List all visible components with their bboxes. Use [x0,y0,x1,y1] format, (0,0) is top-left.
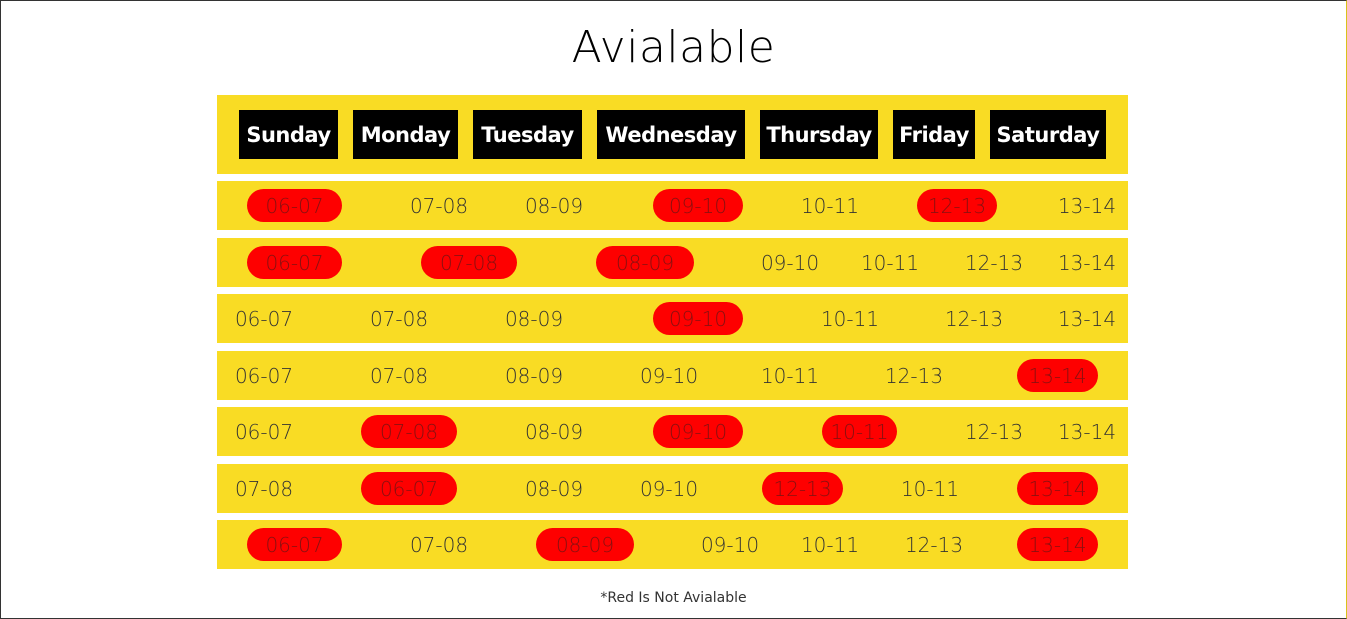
time-slot-available: 08-09 [524,476,584,501]
time-slot-unavailable: 06-07 [247,528,342,561]
time-slot-available: 10-11 [900,476,960,501]
time-slot-available: 13-14 [1057,193,1117,218]
day-header-tuesday: Tuesday [473,110,582,159]
time-slot-available: 10-11 [800,193,860,218]
time-slot-unavailable: 06-07 [247,189,342,222]
time-slot-available: 12-13 [944,306,1004,331]
time-slot-unavailable: 09-10 [653,302,743,335]
time-slot-available: 13-14 [1057,250,1117,275]
time-slot-available: 08-09 [504,363,564,388]
slot-row: 06-07 07-08 08-09 09-10 10-11 12-13 13-14 [217,407,1128,456]
time-slot-available: 13-14 [1057,419,1117,444]
time-slot-unavailable: 09-10 [653,415,743,448]
time-slot-available: 09-10 [760,250,820,275]
time-slot-available: 08-09 [504,306,564,331]
time-slot-unavailable: 13-14 [1017,528,1098,561]
day-header-sunday: Sunday [239,110,338,159]
time-slot-unavailable: 13-14 [1017,472,1098,505]
slot-row: 06-07 07-08 08-09 09-10 10-11 12-13 13-14 [217,238,1128,287]
time-slot-available: 08-09 [524,193,584,218]
time-slot-unavailable: 06-07 [361,472,457,505]
time-slot-available: 12-13 [964,419,1024,444]
time-slot-available: 06-07 [234,419,294,444]
day-header-wednesday: Wednesday [597,110,745,159]
time-slot-available: 10-11 [760,363,820,388]
days-header-row: Sunday Monday Tuesday Wednesday Thursday… [217,95,1128,174]
time-slot-available: 13-14 [1057,306,1117,331]
slot-row: 06-07 07-08 08-09 09-10 10-11 12-13 13-14 [217,520,1128,569]
time-slot-available: 07-08 [409,532,469,557]
time-slot-available: 07-08 [234,476,294,501]
time-slot-unavailable: 08-09 [536,528,634,561]
slot-row: 06-07 07-08 08-09 09-10 10-11 12-13 13-14 [217,351,1128,400]
day-header-monday: Monday [353,110,458,159]
time-slot-available: 10-11 [800,532,860,557]
day-header-saturday: Saturday [990,110,1106,159]
time-slot-available: 07-08 [369,363,429,388]
time-slot-unavailable: 13-14 [1017,359,1098,392]
time-slot-available: 06-07 [234,363,294,388]
time-slot-available: 09-10 [639,476,699,501]
time-slot-available: 09-10 [639,363,699,388]
time-slot-unavailable: 12-13 [762,472,843,505]
time-slot-available: 12-13 [884,363,944,388]
time-slot-available: 06-07 [234,306,294,331]
time-slot-unavailable: 06-07 [247,246,342,279]
time-slot-unavailable: 08-09 [596,246,694,279]
time-slot-available: 07-08 [369,306,429,331]
availability-table: Sunday Monday Tuesday Wednesday Thursday… [217,95,1128,569]
slot-row: 07-08 06-07 08-09 09-10 12-13 10-11 13-14 [217,464,1128,513]
page-title: Avialable [571,22,776,73]
time-slot-unavailable: 07-08 [421,246,517,279]
time-slot-available: 10-11 [860,250,920,275]
slot-row: 06-07 07-08 08-09 09-10 10-11 12-13 13-14 [217,294,1128,343]
time-slot-available: 12-13 [964,250,1024,275]
time-slot-available: 07-08 [409,193,469,218]
time-slot-available: 08-09 [524,419,584,444]
slot-row: 06-07 07-08 08-09 09-10 10-11 12-13 13-14 [217,181,1128,230]
time-slot-unavailable: 12-13 [917,189,997,222]
time-slot-available: 09-10 [700,532,760,557]
day-header-friday: Friday [893,110,975,159]
time-slot-available: 10-11 [820,306,880,331]
time-slot-unavailable: 07-08 [361,415,457,448]
time-slot-unavailable: 10-11 [822,415,897,448]
footnote: *Red Is Not Avialable [600,590,747,606]
time-slot-unavailable: 09-10 [653,189,743,222]
time-slot-available: 12-13 [904,532,964,557]
day-header-thursday: Thursday [760,110,878,159]
